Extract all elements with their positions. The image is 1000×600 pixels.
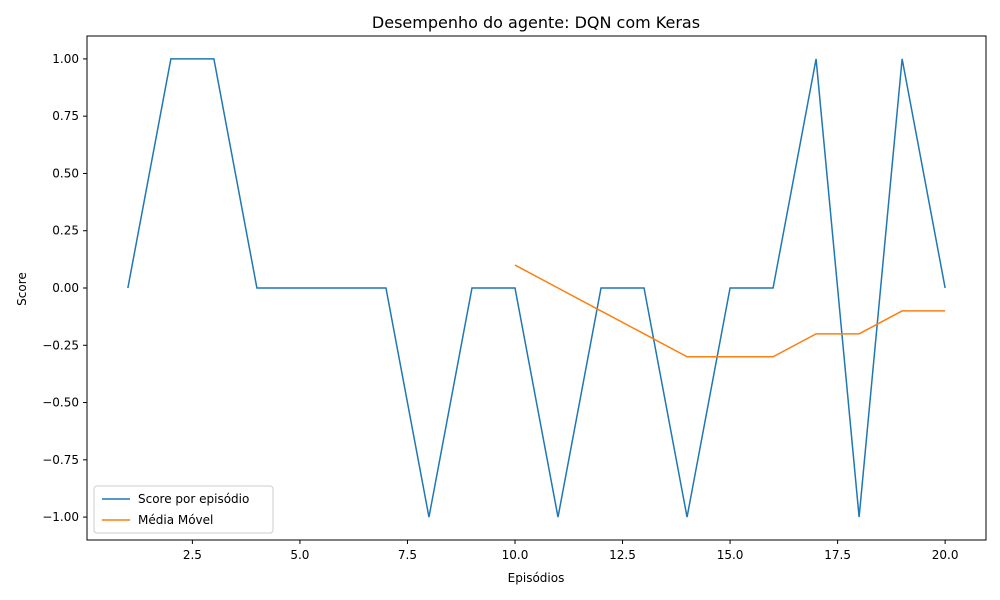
x-tick-label: 10.0 xyxy=(502,548,529,562)
x-tick-label: 5.0 xyxy=(290,548,309,562)
series-line-0 xyxy=(127,58,946,518)
y-tick-label: −0.50 xyxy=(42,396,79,410)
x-tick-label: 15.0 xyxy=(717,548,744,562)
y-tick-label: −1.00 xyxy=(42,510,79,524)
series-line-1 xyxy=(514,264,946,358)
legend-frame xyxy=(93,485,274,534)
legend-label: Score por episódio xyxy=(138,492,249,506)
plot-frame xyxy=(86,35,987,541)
x-tick-label: 7.5 xyxy=(398,548,417,562)
chart-title: Desempenho do agente: DQN com Keras xyxy=(372,13,700,32)
x-axis-title: Episódios xyxy=(508,571,565,585)
x-tick-label: 12.5 xyxy=(609,548,636,562)
axis-ticks: 2.5 5.0 7.5 10.0 12.5 15.0 17.5 20.0 1.00 0.75 0.5… xyxy=(42,52,958,562)
y-axis-title: Score xyxy=(15,272,29,306)
y-tick-label: 0.50 xyxy=(52,166,79,180)
y-tick-label: 1.00 xyxy=(52,52,79,66)
x-tick-label: 20.0 xyxy=(932,548,959,562)
legend-label: Média Móvel xyxy=(138,513,213,527)
y-tick-label: 0.25 xyxy=(52,224,79,238)
x-tick-label: 2.5 xyxy=(183,548,202,562)
y-tick-label: 0.75 xyxy=(52,109,79,123)
legend: Score por episódio Média Móvel xyxy=(93,485,274,534)
y-tick-label: −0.25 xyxy=(42,338,79,352)
y-tick-label: 0.00 xyxy=(52,281,79,295)
y-tick-label: −0.75 xyxy=(42,453,79,467)
x-tick-label: 17.5 xyxy=(824,548,851,562)
plot-series xyxy=(127,58,946,518)
